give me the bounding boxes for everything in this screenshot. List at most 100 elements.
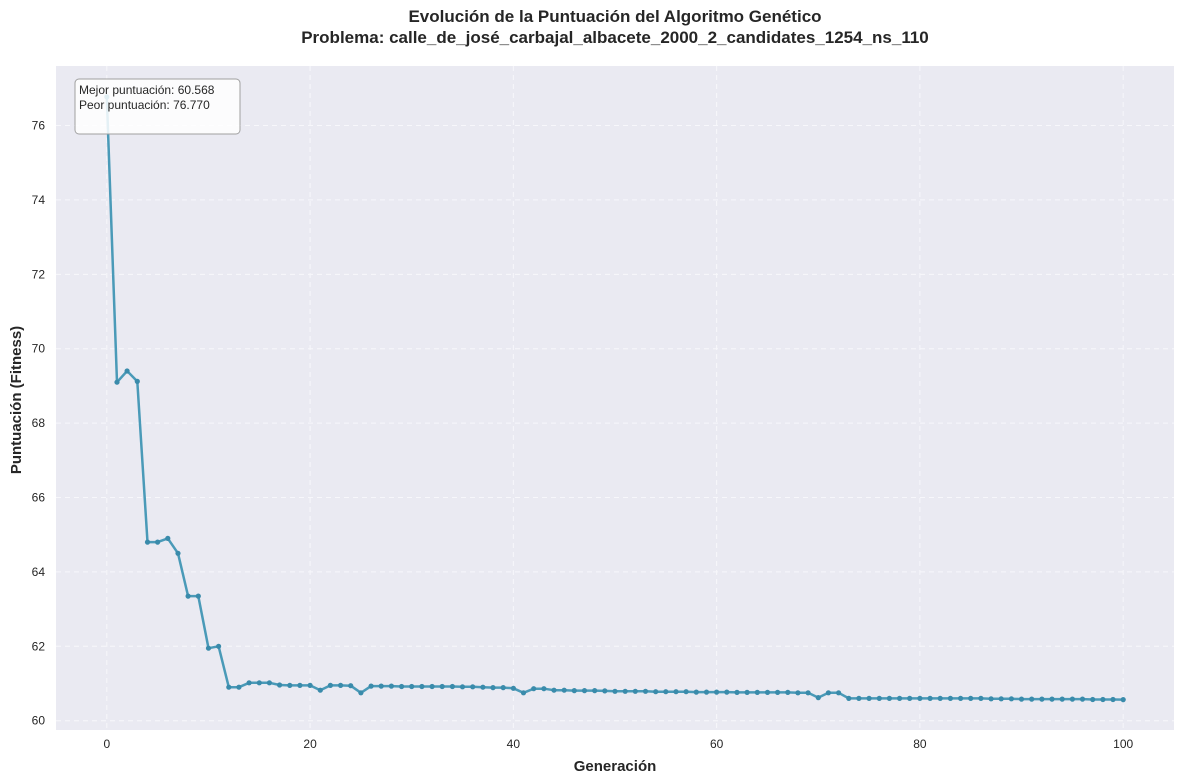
- data-point: [124, 368, 130, 374]
- data-point: [114, 379, 120, 385]
- data-point: [612, 688, 618, 694]
- data-point: [1120, 697, 1126, 703]
- data-point: [907, 695, 913, 702]
- data-point: [602, 688, 608, 694]
- data-point: [775, 689, 781, 696]
- data-point: [642, 688, 649, 694]
- data-point: [348, 683, 354, 689]
- data-point: [998, 696, 1004, 702]
- data-point: [927, 695, 933, 702]
- data-point: [917, 695, 923, 702]
- data-point: [490, 685, 496, 691]
- data-point: [409, 683, 415, 690]
- plot-area: [56, 66, 1174, 730]
- data-point: [734, 689, 740, 696]
- data-point: [266, 680, 272, 686]
- y-tick-label: 74: [32, 193, 46, 207]
- data-point: [886, 695, 893, 702]
- data-point: [937, 695, 943, 702]
- data-point: [307, 682, 313, 689]
- data-point: [673, 689, 679, 695]
- data-point: [825, 690, 832, 696]
- data-point: [195, 593, 201, 599]
- data-point: [368, 683, 374, 689]
- chart-title: Evolución de la Puntuación del Algoritmo…: [408, 7, 821, 26]
- data-point: [744, 689, 750, 696]
- data-point: [155, 539, 161, 545]
- annotation-frame: [74, 78, 241, 135]
- data-point: [327, 682, 333, 689]
- grid-lines: [56, 66, 1174, 730]
- data-point: [785, 689, 791, 696]
- data-point: [947, 695, 954, 702]
- data-point: [134, 378, 140, 384]
- data-point: [1090, 696, 1096, 703]
- data-point: [1029, 696, 1035, 702]
- data-point: [683, 689, 689, 695]
- data-point: [1079, 696, 1086, 702]
- data-point: [592, 688, 598, 694]
- data-point: [520, 690, 527, 696]
- x-tick-label: 100: [1113, 737, 1133, 751]
- data-point: [653, 689, 659, 695]
- data-point: [449, 683, 455, 690]
- data-point: [338, 682, 344, 689]
- best-score-label: Mejor puntuación: 60.568: [79, 83, 215, 97]
- data-point: [216, 643, 222, 649]
- data-point: [144, 539, 151, 545]
- data-point: [897, 695, 903, 702]
- data-point: [988, 696, 994, 702]
- data-point: [571, 688, 577, 694]
- data-point: [754, 689, 760, 696]
- data-point: [876, 695, 882, 702]
- data-point: [205, 645, 212, 651]
- x-tick-label: 40: [507, 737, 521, 751]
- data-point: [663, 689, 669, 695]
- data-point: [165, 535, 171, 542]
- axis-ticks: 0 20 40 60 80 100 60 62 64 66 68 70 72 74 76: [32, 119, 1134, 751]
- data-point: [1110, 696, 1116, 703]
- data-point: [256, 680, 262, 686]
- data-point: [470, 684, 476, 690]
- y-tick-label: 72: [32, 267, 46, 281]
- data-point: [846, 695, 852, 702]
- x-tick-label: 60: [710, 737, 724, 751]
- data-point: [297, 682, 303, 689]
- data-point: [480, 684, 486, 690]
- data-point: [399, 683, 405, 690]
- data-point: [866, 695, 872, 702]
- data-point: [358, 690, 364, 696]
- data-point: [429, 683, 435, 690]
- chart-subtitle: Problema: calle_de_josé_carbajal_albacet…: [301, 28, 929, 47]
- data-point: [1008, 696, 1015, 702]
- y-tick-label: 60: [32, 714, 46, 728]
- data-point: [277, 682, 283, 688]
- data-point: [531, 686, 537, 692]
- data-point: [1049, 696, 1055, 702]
- data-point: [724, 689, 730, 695]
- x-tick-label: 80: [913, 737, 927, 751]
- data-point: [836, 690, 842, 696]
- data-point: [968, 695, 974, 702]
- y-tick-label: 68: [32, 416, 46, 430]
- series-layer: [104, 94, 1126, 703]
- data-point: [1100, 696, 1106, 703]
- data-point: [622, 688, 628, 694]
- data-point: [1059, 696, 1065, 702]
- data-point: [551, 687, 557, 693]
- data-point: [541, 686, 547, 692]
- x-tick-label: 0: [103, 737, 110, 751]
- y-tick-label: 64: [32, 565, 46, 579]
- data-point: [561, 687, 567, 693]
- y-tick-label: 70: [32, 342, 46, 356]
- data-point: [439, 683, 445, 690]
- data-point: [317, 687, 323, 693]
- data-point: [500, 685, 506, 691]
- data-point: [287, 682, 293, 689]
- y-tick-label: 62: [32, 639, 46, 653]
- y-axis-label: Puntuación (Fitness): [8, 326, 25, 474]
- data-point: [185, 593, 191, 599]
- data-point: [795, 690, 801, 696]
- data-point: [978, 695, 984, 702]
- data-point: [693, 689, 699, 695]
